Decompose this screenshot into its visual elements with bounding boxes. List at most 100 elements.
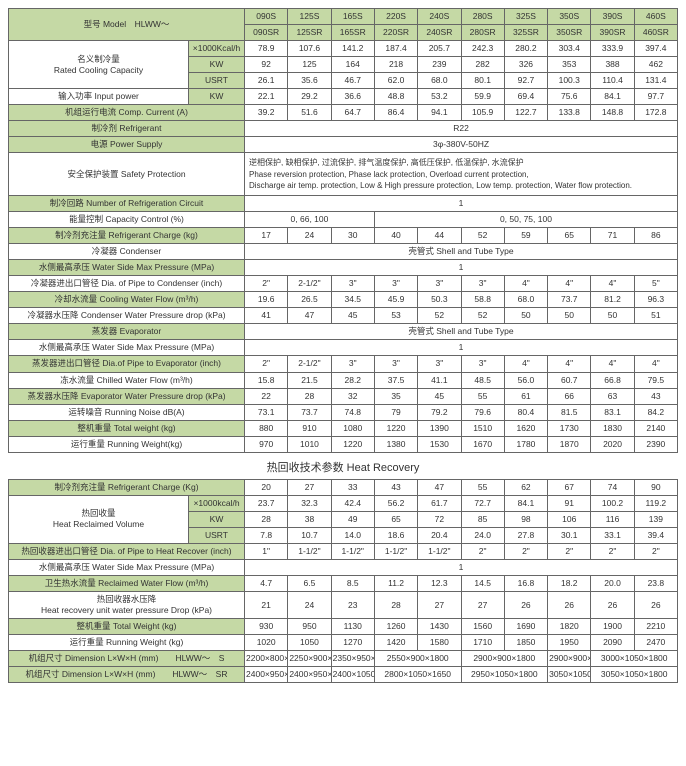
cell: 53.2: [418, 89, 461, 105]
cell: 1020: [245, 635, 288, 651]
cell: 24: [288, 592, 331, 619]
cell: 50: [591, 308, 634, 324]
cell: 86.4: [374, 105, 417, 121]
cell: 1: [245, 559, 678, 575]
cell: 机组尺寸 Dimension L×W×H (mm) HLWW～ SR: [9, 667, 245, 683]
cell: 3": [331, 276, 374, 292]
cell: 27: [418, 592, 461, 619]
cell: 4": [548, 356, 591, 372]
cell: 62: [504, 479, 547, 495]
cell: 1-1/2": [331, 543, 374, 559]
cell: 350SR: [548, 25, 591, 41]
cell: 100.3: [548, 73, 591, 89]
cell: 18.6: [374, 527, 417, 543]
cell: 28.2: [331, 372, 374, 388]
cell: 50: [504, 308, 547, 324]
cell: 390S: [591, 9, 634, 25]
cell: 1260: [374, 619, 417, 635]
cell: 23: [331, 592, 374, 619]
cell: 880: [245, 420, 288, 436]
cell: 79: [374, 404, 417, 420]
cell: 74: [591, 479, 634, 495]
cell: 36.6: [331, 89, 374, 105]
cell: 2": [548, 543, 591, 559]
cell: 40: [374, 228, 417, 244]
cell: 970: [245, 436, 288, 452]
cell: 74.8: [331, 404, 374, 420]
cell: 24: [288, 228, 331, 244]
cell: 1870: [548, 436, 591, 452]
cell: 21.5: [288, 372, 331, 388]
cell: 1270: [331, 635, 374, 651]
cell: 2900×900×1800: [548, 651, 591, 667]
cell: 26: [591, 592, 634, 619]
cell: ×1000Kcal/h: [189, 41, 245, 57]
cell: 78.9: [245, 41, 288, 57]
cell: 1690: [504, 619, 547, 635]
cell: 39.2: [245, 105, 288, 121]
cell: 安全保护装置 Safety Protection: [9, 153, 245, 196]
cell: 水侧最高承压 Water Side Max Pressure (MPa): [9, 340, 245, 356]
cell: 1580: [418, 635, 461, 651]
cell: 83.1: [591, 404, 634, 420]
cell: 水侧最高承压 Water Side Max Pressure (MPa): [9, 559, 245, 575]
cell: R22: [245, 121, 678, 137]
cell: 2140: [634, 420, 677, 436]
cell: 353: [548, 57, 591, 73]
cell: 2400×950×1500: [288, 667, 331, 683]
cell: 81.2: [591, 292, 634, 308]
cell: 43: [634, 388, 677, 404]
cell: 460SR: [634, 25, 677, 41]
cell: 1390: [418, 420, 461, 436]
cell: 1850: [504, 635, 547, 651]
cell: 44: [418, 228, 461, 244]
cell: 45: [331, 308, 374, 324]
cell: 名义制冷量Rated Cooling Capacity: [9, 41, 189, 89]
cell: 27: [461, 592, 504, 619]
cell: 172.8: [634, 105, 677, 121]
cell: 0, 66, 100: [245, 212, 375, 228]
cell: 97.7: [634, 89, 677, 105]
cell: 6.5: [288, 576, 331, 592]
cell: 3φ-380V-50HZ: [245, 137, 678, 153]
cell: 壳管式 Shell and Tube Type: [245, 324, 678, 340]
cell: 090S: [245, 9, 288, 25]
cell: 79.6: [461, 404, 504, 420]
cell: 1710: [461, 635, 504, 651]
cell: 2250×900×1650: [288, 651, 331, 667]
cell: 218: [374, 57, 417, 73]
cell: 220S: [374, 9, 417, 25]
cell: 92: [245, 57, 288, 73]
cell: 1220: [374, 420, 417, 436]
cell: 3": [418, 276, 461, 292]
cell: 1430: [418, 619, 461, 635]
cell: 38: [288, 511, 331, 527]
cell: 47: [418, 479, 461, 495]
cell: 326: [504, 57, 547, 73]
cell: 冻水流量 Chilled Water Flow (m³/h): [9, 372, 245, 388]
cell: 3": [461, 276, 504, 292]
cell: 2350×950×1650: [331, 651, 374, 667]
cell: 98: [504, 511, 547, 527]
spec-table-hr: 制冷剂充注量 Refrigerant Charge (Kg)2027334347…: [8, 479, 678, 684]
cell: 2950×1050×1800: [461, 667, 548, 683]
cell: KW: [189, 57, 245, 73]
cell: 68.0: [504, 292, 547, 308]
cell: 2470: [634, 635, 677, 651]
cell: 2210: [634, 619, 677, 635]
cell: 4": [634, 356, 677, 372]
cell: 1-1/2": [418, 543, 461, 559]
cell: 24.0: [461, 527, 504, 543]
cell: 1050: [288, 635, 331, 651]
cell: 30: [331, 228, 374, 244]
cell: 165S: [331, 9, 374, 25]
cell: 280SR: [461, 25, 504, 41]
cell: 1950: [548, 635, 591, 651]
cell: 26.5: [288, 292, 331, 308]
cell: 冷凝器 Condenser: [9, 244, 245, 260]
cell: 90: [634, 479, 677, 495]
cell: 28: [245, 511, 288, 527]
cell: 86: [634, 228, 677, 244]
cell: 20.4: [418, 527, 461, 543]
cell: 100.2: [591, 495, 634, 511]
